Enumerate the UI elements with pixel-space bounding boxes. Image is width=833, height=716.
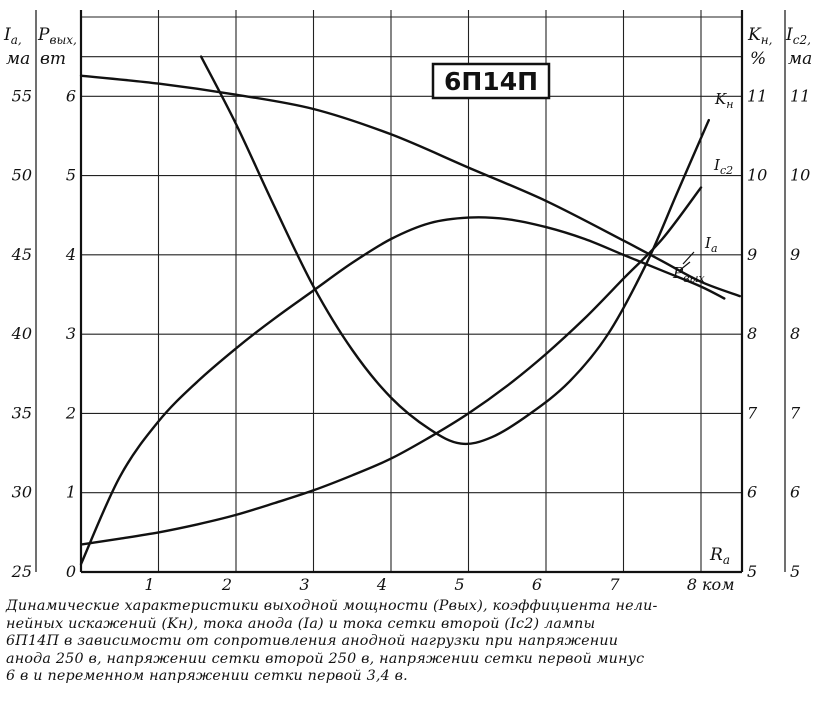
caption-line: 6П14П в зависимости от сопротивления ано… <box>6 633 619 650</box>
pout-tick-label: 2 <box>65 403 76 422</box>
kn-axis-title: Kн, <box>747 25 772 47</box>
kn-tick-label: 9 <box>747 245 757 264</box>
x-tick-label: 2 <box>221 575 232 594</box>
x-tick-label: 4 <box>376 575 387 594</box>
ic2-tick-label: 6 <box>790 483 800 502</box>
tick-labels: 2530354045505501234565678910115678910111… <box>11 86 811 594</box>
ia-tick-label: 35 <box>12 403 32 422</box>
kn-tick-label: 5 <box>747 562 757 581</box>
ia-tick-label: 25 <box>11 562 32 581</box>
ic2-label: Ic2 <box>713 156 733 177</box>
title-frame <box>431 62 551 100</box>
ia-tick-label: 50 <box>12 166 32 185</box>
figure-caption: Динамические характеристики выходной мощ… <box>6 598 826 686</box>
ic2-tick-label: 9 <box>790 245 800 264</box>
ia-axis-unit: ма <box>6 49 30 69</box>
ic2-tick-label: 11 <box>790 86 810 105</box>
ia-tick-label: 30 <box>12 483 32 502</box>
kn-tick-label: 8 <box>747 324 757 343</box>
pout-tick-label: 4 <box>65 245 76 264</box>
x-tick-label: 1 <box>144 575 154 594</box>
kn-axis-unit: % <box>750 49 766 69</box>
caption-line: нейных искажений (Kн), тока анода (Iа) и… <box>6 615 596 632</box>
ia-label: Ia <box>704 234 718 255</box>
axes-frame <box>35 10 786 574</box>
pout-tick-label: 0 <box>66 562 76 581</box>
ic2-axis-title: Ic2, <box>785 25 811 47</box>
kn-tick-label: 6 <box>747 483 757 502</box>
pout-tick-label: 1 <box>66 483 76 502</box>
caption-line: анода 250 в, напряжении сетки второй 250… <box>6 650 645 667</box>
chart-title: 6П14П <box>444 67 538 96</box>
pout-label: Pвых <box>672 264 705 285</box>
ic2-tick-label: 7 <box>790 403 801 422</box>
ia-leader <box>682 251 695 265</box>
pout-tick-label: 3 <box>66 324 76 343</box>
caption-line: 6 в и переменном напряжении сетки первой… <box>6 668 408 685</box>
kn-tick-label: 11 <box>747 86 767 105</box>
chart: 2530354045505501234565678910115678910111… <box>3 10 812 594</box>
x-tick-label: 7 <box>609 575 620 594</box>
series-lines <box>79 55 741 566</box>
ic2-tick-label: 5 <box>790 562 800 581</box>
ia-tick-label: 45 <box>11 245 32 264</box>
pout-tick-label: 5 <box>66 166 76 185</box>
pout-axis-unit: вт <box>40 49 66 69</box>
x-tick-label: 6 <box>532 575 542 594</box>
pout-tick-label: 6 <box>66 86 76 105</box>
kn-tick-label: 7 <box>747 403 758 422</box>
ia-tick-label: 55 <box>12 86 32 105</box>
x-tick-label: 3 <box>299 575 309 594</box>
ia-axis-title: Ia, <box>3 25 22 47</box>
x-tick-label: 5 <box>454 575 464 594</box>
ic2-curve <box>81 186 703 546</box>
x-tick-label: 8 <box>687 575 697 594</box>
ia-curve <box>79 74 741 298</box>
x-unit-label: ком <box>702 575 734 594</box>
ic2-tick-label: 10 <box>790 166 810 185</box>
pout-leader <box>679 261 691 271</box>
ic2-axis-unit: ма <box>788 49 812 69</box>
caption-line: Динамические характеристики выходной мощ… <box>6 598 658 614</box>
kn-curve <box>199 55 710 446</box>
pout-curve <box>79 216 726 566</box>
x-axis-title: Ra <box>709 545 730 567</box>
series-labels: Kн Ic2 Ia Pвых <box>672 90 733 285</box>
kn-tick-label: 10 <box>747 166 767 185</box>
ia-tick-label: 40 <box>11 324 32 343</box>
kn-label: Kн <box>714 90 733 111</box>
chart-title-box: 6П14П <box>431 62 551 100</box>
grid <box>81 10 742 572</box>
pout-axis-title: Pвых, <box>37 25 77 47</box>
ic2-tick-label: 8 <box>790 324 800 343</box>
